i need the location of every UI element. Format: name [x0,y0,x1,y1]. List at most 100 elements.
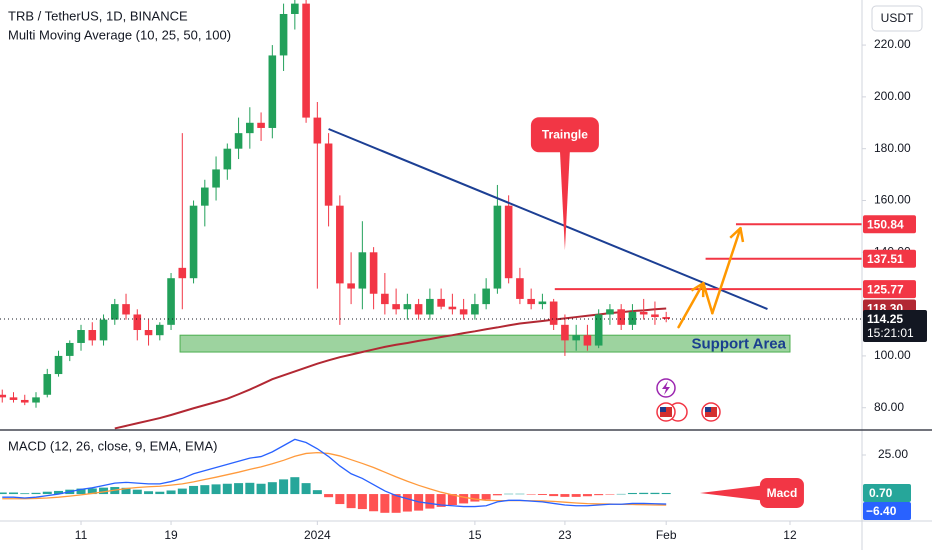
projection-segment [677,281,705,329]
macd-callout-text: Macd [767,486,798,500]
histogram-bar [200,485,210,495]
support-area [179,334,791,353]
candle-body [234,133,243,149]
histogram-bar [166,490,176,495]
histogram-bar [459,494,469,504]
candle-body [268,55,277,128]
flag-canton [705,407,711,412]
histogram-bar [661,492,671,495]
candle-body [561,324,569,341]
histogram-bar [9,492,19,495]
histogram-bar [211,484,221,495]
signal-line [2,452,667,506]
candle-body [437,298,445,307]
candle-body [178,267,187,279]
chart-title: TRB / TetherUS, 1D, BINANCE [8,8,188,23]
candle-body [54,355,63,375]
last-price: 114.25 [867,312,903,326]
projection-segment [702,281,714,315]
candle-body [549,301,558,325]
level-label: 150.84 [867,217,904,231]
histogram-bar [335,494,345,505]
overlay: TRB / TetherUS, 1D, BINANCE Multi Moving… [8,5,927,542]
histogram-bar [380,494,390,513]
histogram-bar [447,494,457,505]
candle-body [212,169,220,188]
candle-body [358,252,367,289]
histogram-bar [76,488,86,495]
histogram-bar [436,494,446,507]
candle-body [414,304,423,315]
callout-box [530,117,599,153]
candle-body [606,309,614,315]
histogram-bar [357,494,367,510]
currency-button[interactable] [871,5,923,32]
histogram-bar [54,490,64,495]
histogram-bar [346,494,356,509]
level-label-box [863,280,916,299]
histogram-bar [571,494,581,497]
candle-body [122,304,130,315]
histogram-bar [560,494,570,497]
histogram-bar [537,494,547,495]
candle-body [471,304,479,315]
candle-body [0,394,7,398]
candle-body [77,330,85,343]
histogram-bar [605,494,615,495]
histogram-label-box [863,483,911,502]
x-tick-label: 15 [468,528,482,542]
histogram-bar [99,487,109,495]
indicator-title: Multi Moving Average (10, 25, 50, 100) [8,27,231,42]
candle-body [133,314,142,331]
arrowhead [729,226,745,243]
callout-text: Traingle [542,127,588,141]
candle-body [99,319,108,341]
candle-body [403,304,412,310]
candle-body [144,330,153,336]
candle-body [493,205,502,289]
histogram-bar [324,494,334,498]
candle-body [201,187,209,206]
x-tick-label: Feb [656,528,677,542]
candle-body [369,252,378,294]
histogram-bar [526,494,536,495]
candle-body [279,13,288,56]
lightning [662,381,670,395]
currency-label: USDT [881,11,914,25]
histogram-bar [639,492,649,495]
histogram-bar [425,494,435,509]
candle-body [167,278,175,325]
y-tick-label: 100.00 [874,348,911,362]
price-pane: Support Area Traingle [0,0,862,430]
macd-label-box [863,501,911,520]
candle-body [628,311,637,325]
histogram-bar [616,493,626,495]
moving-average [114,307,667,430]
price-axis [862,0,932,550]
candle-body [617,309,625,325]
candle-body [155,324,164,336]
macd-line [2,438,667,508]
candle-body [426,298,434,315]
candle-body [583,335,592,346]
histogram-bar [144,491,154,495]
last-price-box [863,310,927,343]
candle-body [65,342,74,356]
candle-body [572,335,580,341]
candle-body [662,317,670,320]
candle-body [257,122,265,128]
candle-body [32,397,40,403]
macd-callout-box [759,477,804,508]
candle-body [313,117,322,144]
countdown: 15:21:01 [867,326,914,340]
candle-body [639,311,648,315]
histogram-label: 0.70 [869,486,893,500]
candle-body [504,205,513,279]
x-tick-label: 2024 [304,528,331,542]
histogram-bar [155,491,165,495]
event-icons [656,378,721,422]
candle-body [482,288,490,305]
histogram-bar [481,494,491,500]
support-label: Support Area [692,336,787,353]
